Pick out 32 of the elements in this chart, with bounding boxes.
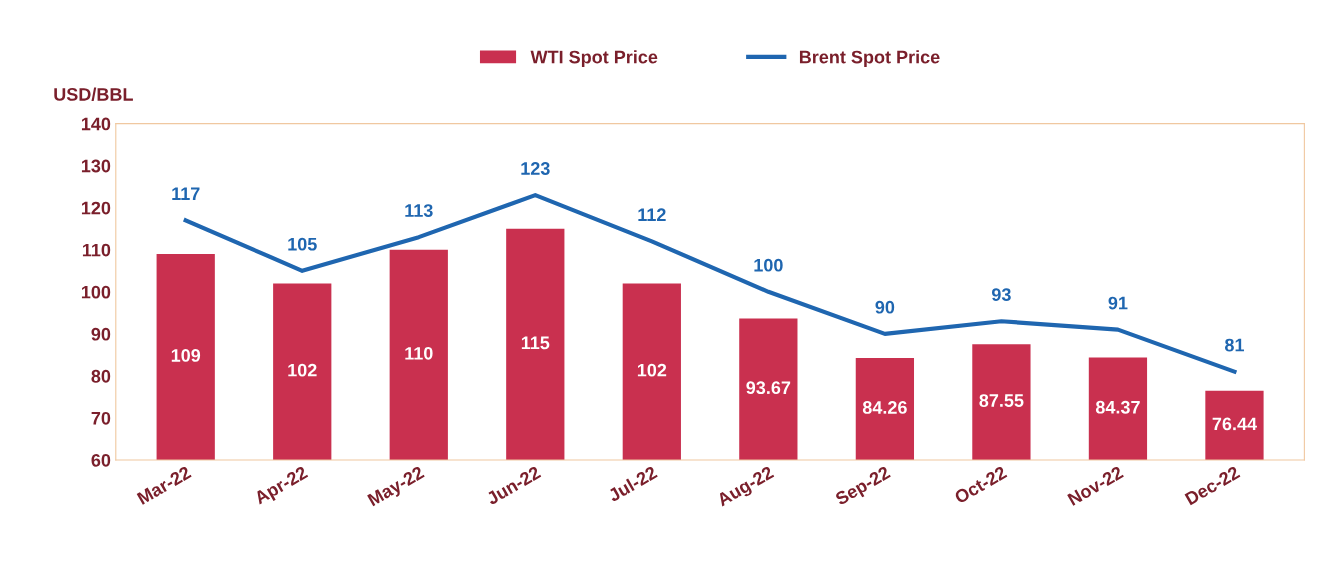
y-tick-label: 110 — [82, 243, 111, 257]
data-label: 113 — [405, 204, 433, 217]
y-tick-label: 90 — [91, 327, 111, 341]
y-tick-label: 140 — [81, 117, 111, 131]
data-label: 91 — [1108, 296, 1128, 310]
data-label: 112 — [638, 208, 666, 221]
data-label: 110 — [405, 346, 433, 360]
y-tick-label: 120 — [81, 201, 111, 215]
data-label: 93 — [991, 288, 1011, 302]
data-label: 87.55 — [979, 394, 1024, 407]
data-label: 81 — [1225, 338, 1244, 352]
y-tick-label: 60 — [91, 453, 111, 467]
data-label: 102 — [637, 363, 667, 377]
y-tick-label: 80 — [91, 369, 111, 383]
y-axis-title: USD/BBL — [54, 87, 133, 101]
data-label: 90 — [875, 300, 895, 314]
data-label: 115 — [521, 336, 550, 350]
data-label: 105 — [288, 237, 317, 251]
data-label: 100 — [754, 258, 783, 272]
data-label: 84.37 — [1095, 400, 1140, 414]
legend-label: WTI Spot Price — [530, 50, 658, 68]
y-tick-label: 130 — [81, 159, 111, 173]
data-label: 84.26 — [862, 401, 907, 414]
data-label: 123 — [521, 162, 550, 175]
y-tick-label: 70 — [91, 411, 111, 425]
data-label: 93.67 — [746, 381, 791, 395]
data-label: 76.44 — [1212, 417, 1257, 431]
data-label: 109 — [171, 349, 201, 362]
y-tick-label: 100 — [81, 285, 111, 299]
legend-label: Brent Spot Price — [799, 50, 940, 68]
data-label: 102 — [288, 363, 317, 377]
data-label: 117 — [172, 187, 200, 200]
